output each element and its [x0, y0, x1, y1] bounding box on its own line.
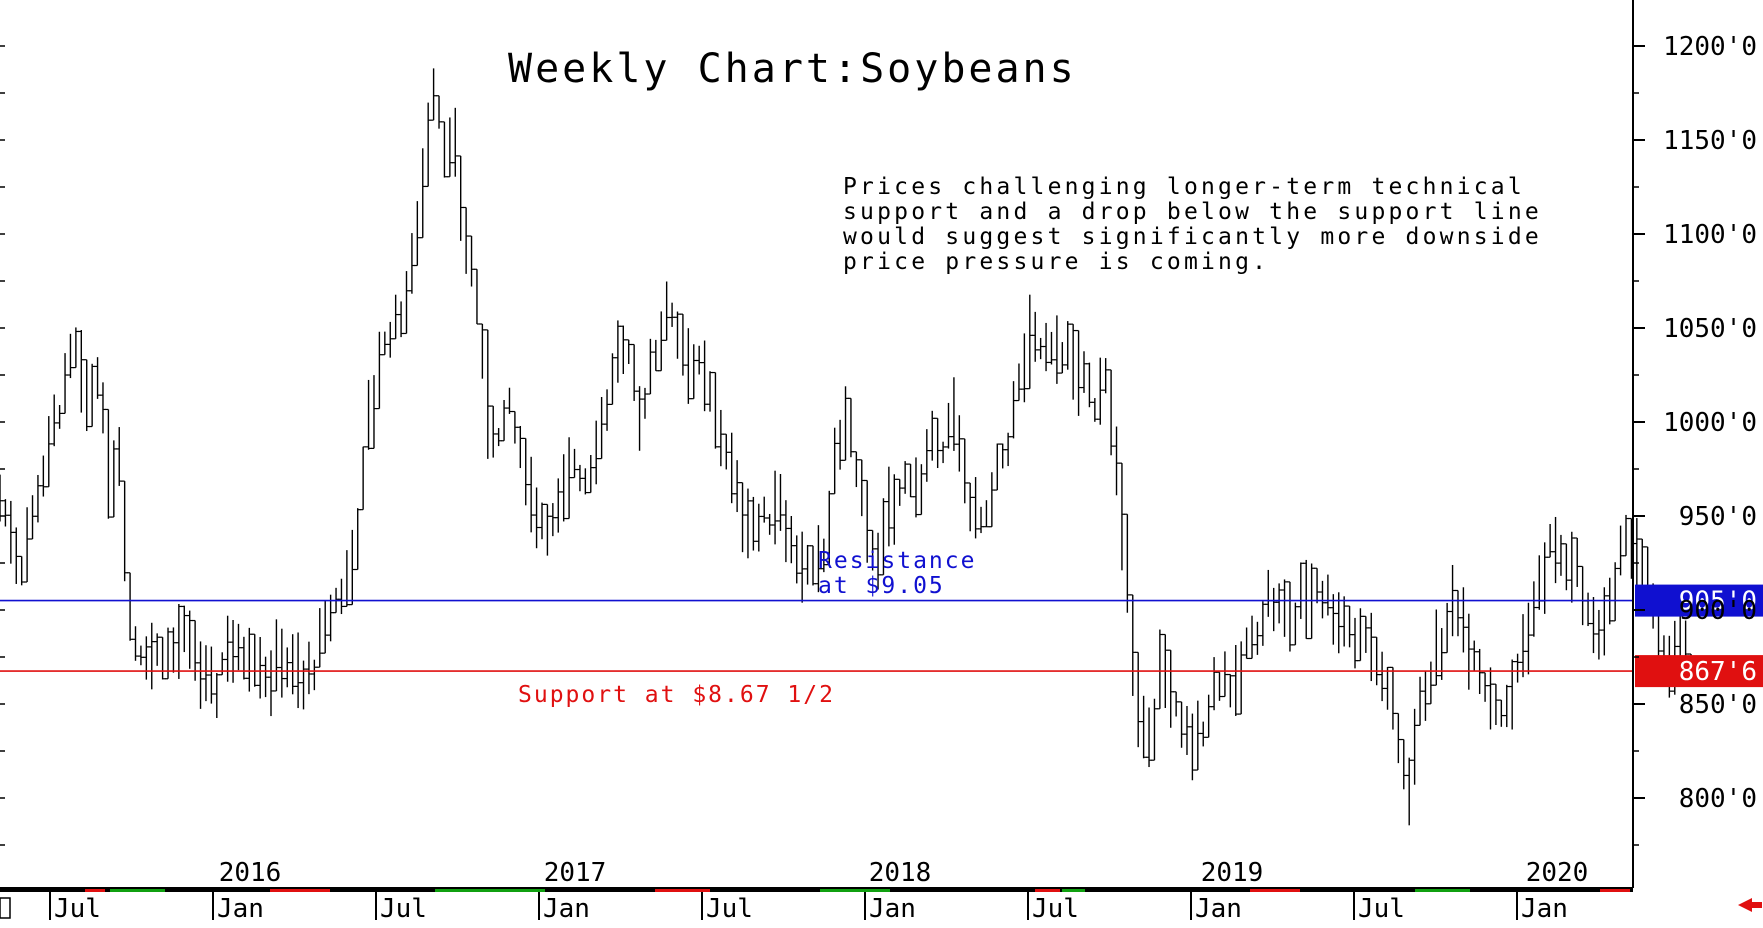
x-axis-band: [0, 889, 1633, 892]
x-axis-color-segment: [1250, 889, 1300, 892]
scroll-box-icon: [0, 897, 11, 919]
month-label: Jul: [706, 894, 753, 924]
y-tick-label: 1150'0: [1663, 126, 1757, 156]
month-label: Jul: [380, 894, 427, 924]
month-label: Jul: [54, 894, 101, 924]
reference-lines: 905'0 867'6: [0, 584, 1763, 688]
resistance-label-line: Resistance: [818, 548, 976, 574]
support-price-tag: [1635, 655, 1763, 688]
month-label: Jan: [1521, 894, 1568, 924]
x-axis-color-segment: [270, 889, 330, 892]
resistance-label: Resistance at $9.05: [818, 548, 976, 599]
year-label: 2019: [1201, 858, 1264, 888]
scroll-left-arrow-icon: [1738, 898, 1762, 912]
x-axis-color-segment: [85, 889, 105, 892]
price-bars: [0, 68, 1695, 826]
x-axis-color-segment: [435, 889, 545, 892]
x-axis-color-segment: [655, 889, 710, 892]
year-label: 2016: [219, 858, 282, 888]
month-label: Jul: [1032, 894, 1079, 924]
y-tick-label: 1000'0: [1663, 408, 1757, 438]
y-tick-label: 850'0: [1679, 690, 1757, 720]
year-label: 2018: [869, 858, 932, 888]
y-tick-label: 950'0: [1679, 502, 1757, 532]
y-tick-label: 900'0: [1679, 596, 1757, 626]
month-label: Jan: [869, 894, 916, 924]
y-axis: 800'0 850'0 900'0 950'0 1000'0 1050'0 1100'0 11…: [0, 0, 1757, 888]
x-axis-color-segment: [1035, 889, 1060, 892]
annotation-line: price pressure is coming.: [843, 249, 1269, 275]
annotation-line: support and a drop below the support lin…: [843, 199, 1542, 225]
month-label: Jan: [1195, 894, 1242, 924]
support-label: Support at $8.67 1/2: [518, 682, 835, 708]
y-tick-label: 1050'0: [1663, 314, 1757, 344]
year-label: 2020: [1526, 858, 1589, 888]
month-label: Jul: [1358, 894, 1405, 924]
y-tick-label: 1200'0: [1663, 32, 1757, 62]
month-label: Jan: [543, 894, 590, 924]
support-price-tag-label: 867'6: [1679, 657, 1757, 687]
chart-title: Weekly Chart:Soybeans: [508, 46, 1077, 92]
x-axis: Jul Jan Jul Jan Jul Jan Jul Jan Jul Jan 2016 2017 20…: [0, 858, 1762, 924]
y-tick-label: 1100'0: [1663, 220, 1757, 250]
resistance-label-line: at $9.05: [818, 573, 945, 599]
chart-labels: Weekly Chart:Soybeans Prices challenging…: [508, 46, 1542, 708]
x-axis-color-segment: [1415, 889, 1470, 892]
x-axis-color-segment: [1062, 889, 1085, 892]
y-tick-label: 800'0: [1679, 784, 1757, 814]
x-axis-color-segment: [820, 889, 890, 892]
chart-annotation: Prices challenging longer-term technical…: [843, 174, 1542, 275]
x-axis-color-segment: [110, 889, 165, 892]
month-label: Jan: [217, 894, 264, 924]
annotation-line: Prices challenging longer-term technical: [843, 174, 1525, 200]
year-label: 2017: [544, 858, 607, 888]
resistance-price-tag-label: 905'0: [1679, 587, 1757, 617]
x-axis-color-segment: [1600, 889, 1630, 892]
resistance-price-tag: [1635, 584, 1763, 617]
annotation-line: would suggest significantly more downsid…: [843, 224, 1542, 250]
